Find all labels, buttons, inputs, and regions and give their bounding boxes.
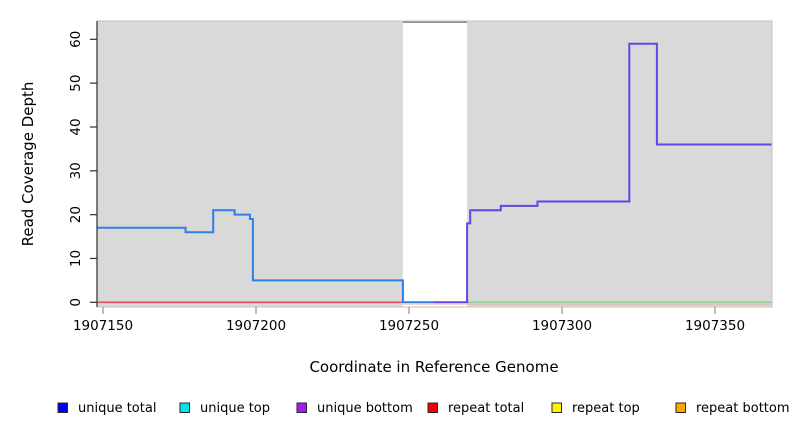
- legend-swatch-icon: [675, 402, 686, 413]
- y-tick-label: 10: [68, 250, 84, 267]
- series-unique-bottom: [433, 42, 772, 304]
- legend-swatch-icon: [179, 402, 190, 413]
- legend-swatch-icon: [427, 402, 438, 413]
- series-unique-total: [97, 209, 434, 304]
- legend-swatch-icon: [551, 402, 562, 413]
- plot-generated-layer: 0 10 20 30 40 50 60 1907150 1907200 1907250 190730…: [57, 20, 790, 416]
- masked-region: [402, 21, 468, 307]
- x-tick-label: 1907200: [226, 318, 286, 334]
- legend-label: unique bottom: [317, 401, 413, 416]
- legend-item-repeat-bottom: repeat bottom: [675, 401, 790, 416]
- x-tick-label: 1907350: [685, 318, 745, 334]
- legend-label: repeat bottom: [696, 401, 790, 416]
- x-tick-label: 1907250: [379, 318, 439, 334]
- legend-item-repeat-total: repeat total: [427, 401, 524, 416]
- y-tick-label: 20: [68, 206, 84, 223]
- y-tick-label: 40: [68, 118, 84, 135]
- legend-label: unique top: [200, 401, 270, 416]
- x-tick-label: 1907300: [532, 318, 592, 334]
- legend-item-unique-total: unique total: [57, 401, 156, 416]
- legend-swatch-icon: [57, 402, 68, 413]
- legend-item-unique-bottom: unique bottom: [296, 401, 413, 416]
- legend-swatch-icon: [296, 402, 307, 413]
- legend-label: repeat total: [448, 401, 524, 416]
- y-tick-label: 50: [68, 75, 84, 92]
- y-tick-label: 0: [68, 298, 84, 307]
- y-tick-label: 60: [68, 31, 84, 48]
- y-tick-label: 30: [68, 162, 84, 179]
- x-axis-title: Coordinate in Reference Genome: [309, 358, 558, 376]
- y-axis-title: Read Coverage Depth: [19, 82, 37, 247]
- legend-item-repeat-top: repeat top: [551, 401, 640, 416]
- legend-item-unique-top: unique top: [179, 401, 270, 416]
- x-tick-label: 1907150: [73, 318, 133, 334]
- legend-label: repeat top: [572, 401, 640, 416]
- legend-label: unique total: [78, 401, 156, 416]
